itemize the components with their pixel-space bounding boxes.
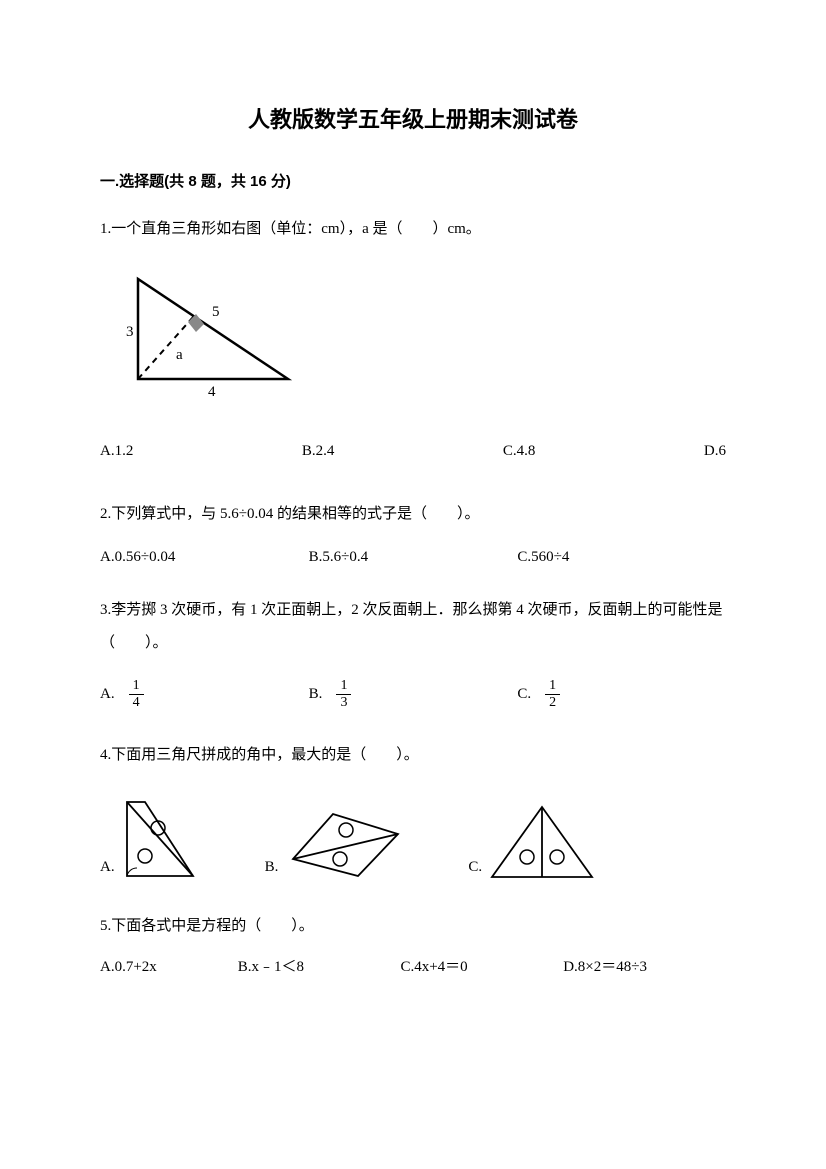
- q5-options: A.0.7+2x B.x﹣1＜8 C.4x+4＝0 D.8×2＝48÷3: [100, 951, 726, 984]
- q3-opt-c: C. 1 2: [517, 678, 726, 711]
- q3-opt-a: A. 1 4: [100, 678, 309, 711]
- q4-opt-b-label: B.: [265, 851, 279, 884]
- section-1-header: 一.选择题(共 8 题，共 16 分): [100, 168, 726, 195]
- svg-text:5: 5: [212, 304, 220, 320]
- q3-frac-c-den: 2: [545, 695, 560, 710]
- svg-text:4: 4: [208, 384, 216, 400]
- q4-opt-b: B.: [265, 804, 409, 884]
- question-2-text: 2.下列算式中，与 5.6÷0.04 的结果相等的式子是（ ）。: [100, 498, 726, 531]
- q1-figure: 3 4 5 a: [118, 264, 726, 417]
- svg-text:a: a: [176, 347, 183, 363]
- q4-fig-a: [115, 794, 205, 884]
- q3-opt-b: B. 1 3: [309, 678, 518, 711]
- q5-opt-a: A.0.7+2x: [100, 951, 238, 984]
- q4-opt-c: C.: [468, 799, 602, 884]
- q4-opt-c-label: C.: [468, 851, 482, 884]
- q5-opt-b: B.x﹣1＜8: [238, 951, 401, 984]
- question-2: 2.下列算式中，与 5.6÷0.04 的结果相等的式子是（ ）。 A.0.56÷…: [100, 498, 726, 574]
- q4-opt-a: A.: [100, 794, 205, 884]
- question-3-text: 3.李芳掷 3 次硬币，有 1 次正面朝上，2 次反面朝上．那么掷第 4 次硬币…: [100, 594, 726, 660]
- question-5: 5.下面各式中是方程的（ ）。 A.0.7+2x B.x﹣1＜8 C.4x+4＝…: [100, 910, 726, 984]
- q2-opt-b: B.5.6÷0.4: [309, 541, 518, 574]
- question-1: 1.一个直角三角形如右图（单位：cm），a 是（ ）cm。 3 4 5 a A.…: [100, 213, 726, 468]
- q3-frac-b: 1 3: [336, 678, 351, 710]
- q4-options: A. B. C.: [100, 794, 726, 884]
- q3-opt-a-label: A.: [100, 678, 115, 711]
- q4-opt-a-label: A.: [100, 851, 115, 884]
- q1-opt-c: C.4.8: [503, 435, 536, 468]
- q3-frac-b-num: 1: [336, 678, 351, 694]
- question-5-text: 5.下面各式中是方程的（ ）。: [100, 910, 726, 943]
- q5-opt-c: C.4x+4＝0: [400, 951, 563, 984]
- question-3: 3.李芳掷 3 次硬币，有 1 次正面朝上，2 次反面朝上．那么掷第 4 次硬币…: [100, 594, 726, 711]
- q2-options: A.0.56÷0.04 B.5.6÷0.4 C.560÷4: [100, 541, 726, 574]
- q3-opt-b-label: B.: [309, 678, 323, 711]
- q1-opt-d: D.6: [704, 435, 726, 468]
- q3-opt-c-label: C.: [517, 678, 531, 711]
- q2-opt-c: C.560÷4: [517, 541, 726, 574]
- q5-opt-d: D.8×2＝48÷3: [563, 951, 726, 984]
- q3-options: A. 1 4 B. 1 3 C. 1 2: [100, 678, 726, 711]
- page-title: 人教版数学五年级上册期末测试卷: [100, 100, 726, 140]
- q3-frac-a-den: 4: [129, 695, 144, 710]
- q3-frac-c: 1 2: [545, 678, 560, 710]
- q3-frac-c-num: 1: [545, 678, 560, 694]
- q1-opt-a: A.1.2: [100, 435, 133, 468]
- q4-fig-b: [278, 804, 408, 884]
- svg-text:3: 3: [126, 324, 134, 340]
- q3-frac-a-num: 1: [129, 678, 144, 694]
- question-1-text: 1.一个直角三角形如右图（单位：cm），a 是（ ）cm。: [100, 213, 726, 246]
- question-4-text: 4.下面用三角尺拼成的角中，最大的是（ ）。: [100, 739, 726, 772]
- q1-options: A.1.2 B.2.4 C.4.8 D.6: [100, 435, 726, 468]
- question-4: 4.下面用三角尺拼成的角中，最大的是（ ）。 A. B. C.: [100, 739, 726, 884]
- q1-opt-b: B.2.4: [302, 435, 335, 468]
- q2-opt-a: A.0.56÷0.04: [100, 541, 309, 574]
- q3-frac-a: 1 4: [129, 678, 144, 710]
- q3-frac-b-den: 3: [336, 695, 351, 710]
- q4-fig-c: [482, 799, 602, 884]
